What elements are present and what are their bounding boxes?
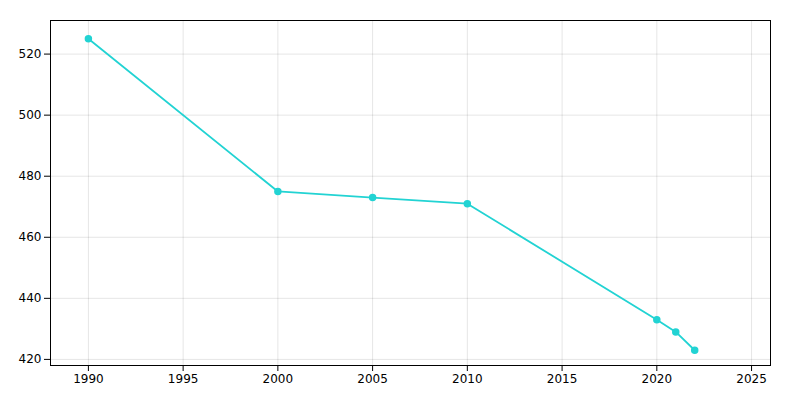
svg-text:1990: 1990	[73, 372, 104, 386]
svg-text:1995: 1995	[168, 372, 199, 386]
svg-text:520: 520	[19, 47, 42, 61]
svg-text:440: 440	[19, 291, 42, 305]
svg-text:480: 480	[19, 169, 42, 183]
svg-text:2000: 2000	[263, 372, 294, 386]
svg-text:460: 460	[19, 230, 42, 244]
svg-text:500: 500	[19, 108, 42, 122]
svg-text:2010: 2010	[452, 372, 483, 386]
svg-text:2020: 2020	[642, 372, 673, 386]
svg-text:2025: 2025	[736, 372, 767, 386]
svg-text:2015: 2015	[547, 372, 578, 386]
svg-text:2005: 2005	[357, 372, 388, 386]
svg-text:420: 420	[19, 352, 42, 366]
